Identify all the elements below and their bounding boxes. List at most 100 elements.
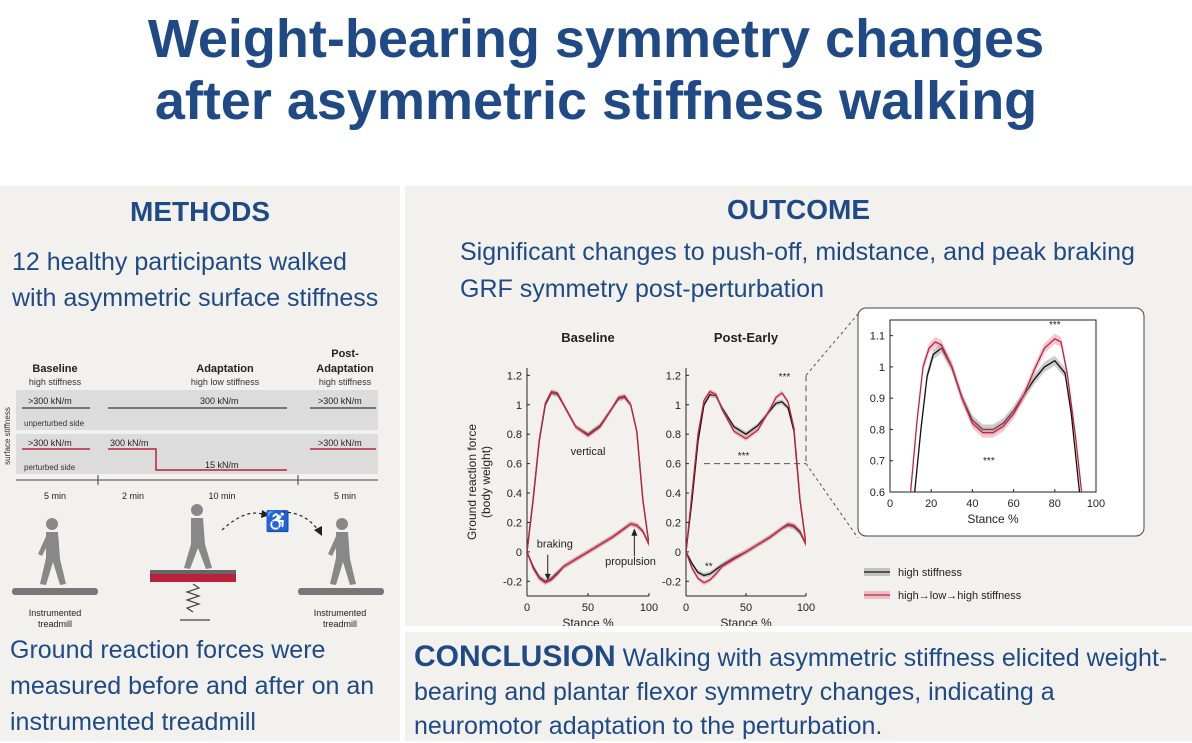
perturbed-value-3: 15 kN/m <box>205 460 239 470</box>
perturbed-side-label: perturbed side <box>24 463 76 472</box>
legend-label-highlowhigh: high→low→high stiffness <box>898 590 1022 602</box>
treadmill-baseline <box>12 588 98 595</box>
y-tick-label-1-6: 1 <box>675 400 681 412</box>
x-tick-label-2-5: 100 <box>1087 498 1105 510</box>
title-line-1: Weight-bearing symmetry changes <box>147 9 1045 69</box>
y-tick-label-2-3: 0.9 <box>870 393 885 405</box>
y-tick-label-0-3: 0.4 <box>507 488 522 500</box>
legend-label-high: high stiffness <box>898 567 963 579</box>
x-axis-label-1: Stance % <box>720 616 772 626</box>
zoom-sig-pushoff: *** <box>1049 320 1061 331</box>
phase-baseline-sub: high stiffness <box>29 377 82 387</box>
panel-title-0: Baseline <box>561 330 614 345</box>
perturbed-value-2: 300 kN/m <box>110 438 149 448</box>
phase-post-sub: high stiffness <box>319 377 372 387</box>
braking-arrowhead <box>544 573 551 580</box>
annotation-braking: braking <box>537 538 573 550</box>
title-line-2: after asymmetric stiffness walking <box>154 71 1038 131</box>
x-axis-label-2: Stance % <box>967 512 1019 526</box>
x-axis-label-0: Stance % <box>562 616 614 626</box>
y-tick-label-2-5: 1.1 <box>870 331 885 343</box>
x-tick-label-2-2: 40 <box>966 498 978 510</box>
y-tick-label-0-2: 0.2 <box>507 517 522 529</box>
x-tick-label-1-2: 100 <box>797 602 815 614</box>
series-line-0-3 <box>527 523 649 584</box>
zoom-connector-bottom <box>805 463 859 539</box>
treadmill-label-1b: treadmill <box>38 619 72 629</box>
x-tick-label-0-2: 100 <box>640 602 658 614</box>
duration-post: 5 min <box>334 491 356 501</box>
wheelchair-icon: ♿ <box>265 509 290 533</box>
phase-post-line2: Adaptation <box>316 363 374 375</box>
phase-baseline: Baseline <box>32 363 77 375</box>
conclusion-panel <box>405 632 1192 741</box>
perturbed-line-adaptation <box>108 448 287 471</box>
walker-baseline-icon <box>38 518 66 585</box>
annotation-propulsion: propulsion <box>605 556 656 568</box>
treadmill-label-2b: treadmill <box>323 619 357 629</box>
y-tick-label-1-1: 0 <box>675 547 681 559</box>
spring-icon <box>185 583 201 613</box>
plot-area-1 <box>686 389 806 586</box>
unperturbed-value-2: 300 kN/m <box>200 396 239 406</box>
unperturbed-side-label: unperturbed side <box>24 419 85 428</box>
walker-adaptation-icon <box>184 504 212 569</box>
y-tick-label-1-4: 0.6 <box>666 459 681 471</box>
duration-baseline: 5 min <box>44 491 66 501</box>
x-tick-label-1-1: 50 <box>740 602 752 614</box>
methods-result-text: Ground reaction forces were measured bef… <box>10 636 375 736</box>
perturbed-band <box>16 434 378 474</box>
outcome-text: Significant changes to push-off, midstan… <box>460 238 1135 303</box>
y-tick-label-1-0: -0.2 <box>662 576 681 588</box>
series-line-0-2 <box>527 390 649 552</box>
panel-title-1: Post-Early <box>714 330 779 345</box>
y-tick-label-2-2: 0.8 <box>870 424 885 436</box>
y-tick-label-0-0: -0.2 <box>503 576 522 588</box>
x-tick-label-2-0: 0 <box>887 498 893 510</box>
x-tick-label-2-1: 20 <box>925 498 937 510</box>
series-band-1-0 <box>686 391 806 555</box>
phase-adaptation-sub: high low stiffness <box>191 377 260 387</box>
unperturbed-value-3: >300 kN/m <box>318 396 362 406</box>
phase-adaptation: Adaptation <box>196 363 254 375</box>
series-line-0-0 <box>527 392 649 552</box>
conclusion-text: Walking with asymmetric stiffness elicit… <box>414 644 1168 740</box>
transfer-arrow-2 <box>281 511 319 531</box>
y-tick-label-0-4: 0.6 <box>507 459 522 471</box>
transfer-arrow-1 <box>221 512 263 531</box>
y-tick-label-0-6: 1 <box>516 400 522 412</box>
series-band-1-1 <box>686 522 806 578</box>
methods-text: 12 healthy participants walked with asym… <box>12 248 379 312</box>
series-band-1-3 <box>686 521 806 586</box>
treadmill-label-1a: Instrumented <box>29 608 82 618</box>
annotation-vertical: vertical <box>571 446 606 458</box>
y-tick-label-0-7: 1.2 <box>507 370 522 382</box>
x-tick-label-1-0: 0 <box>683 602 689 614</box>
series-line-1-2 <box>686 390 806 552</box>
plot-area-0 <box>527 389 649 586</box>
zoom-plot-frame-2 <box>889 319 1097 493</box>
duration-pre: 2 min <box>122 491 144 501</box>
treadmill-post <box>298 588 384 595</box>
series-line-2-1 <box>909 338 1083 492</box>
zoom-inset-frame <box>857 307 1145 537</box>
y-tick-label-1-7: 1.2 <box>666 370 681 382</box>
walker-post-icon <box>328 518 356 585</box>
series-line-2-0 <box>914 347 1081 492</box>
poster-title: Weight-bearing symmetry changes after as… <box>0 8 1192 132</box>
y-tick-label-1-5: 0.8 <box>666 429 681 441</box>
y-tick-label-1-2: 0.2 <box>666 517 681 529</box>
y-tick-label-0-1: 0 <box>516 547 522 559</box>
perturbed-value-4: >300 kN/m <box>318 438 362 448</box>
series-band-0-2 <box>527 389 649 555</box>
sig-braking: ** <box>705 562 713 573</box>
plot-area-2 <box>909 333 1083 492</box>
sig-midstance: *** <box>738 451 750 462</box>
propulsion-arrowhead <box>631 528 638 536</box>
y-tick-label-2-0: 0.6 <box>870 487 885 499</box>
series-band-1-2 <box>686 389 806 555</box>
stiffness-axis-label: surface stiffness <box>3 407 12 465</box>
y-tick-label-1-3: 0.4 <box>666 488 681 500</box>
perturbed-value-1: >300 kN/m <box>28 438 72 448</box>
